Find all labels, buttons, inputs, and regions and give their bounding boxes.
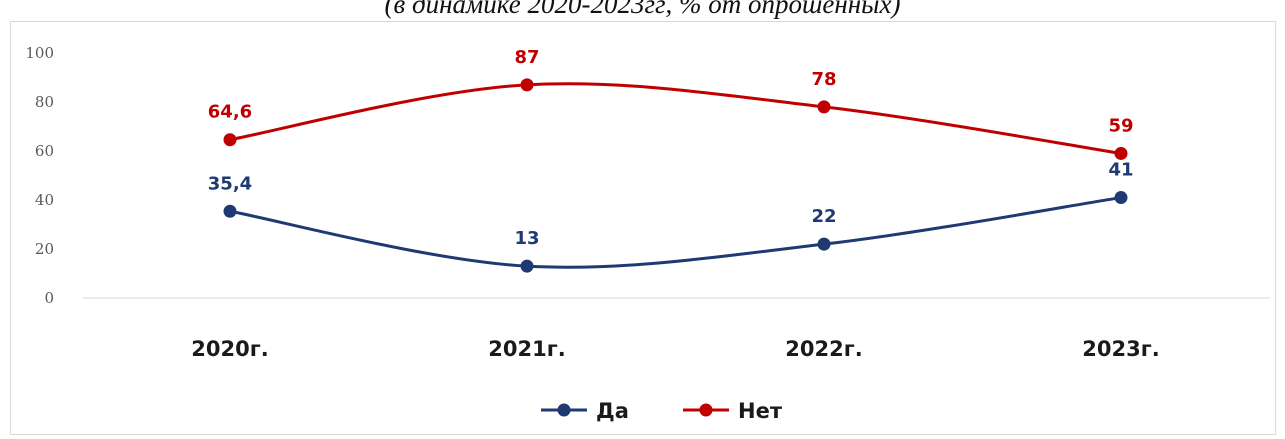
chart-caption: (в динамике 2020-2023гг, % от опрошенных… xyxy=(384,0,901,19)
legend-label: Нет xyxy=(738,399,783,423)
legend-label: Да xyxy=(596,399,629,423)
data-label: 41 xyxy=(1108,160,1133,181)
data-point xyxy=(520,78,534,92)
x-tick-label: 2022г. xyxy=(785,337,862,361)
y-tick-label: 40 xyxy=(35,191,54,209)
data-point xyxy=(817,237,831,251)
data-label: 64,6 xyxy=(208,102,252,123)
legend-marker xyxy=(699,403,713,417)
x-tick-label: 2020г. xyxy=(191,337,268,361)
data-label: 22 xyxy=(811,206,836,227)
y-tick-label: 20 xyxy=(35,240,54,258)
x-tick-label: 2023г. xyxy=(1082,337,1159,361)
data-point xyxy=(223,133,237,147)
data-label: 78 xyxy=(811,69,836,90)
y-tick-label: 80 xyxy=(35,93,54,111)
data-point xyxy=(520,259,534,273)
chart-frame xyxy=(10,21,1276,435)
data-label: 87 xyxy=(514,47,539,68)
x-tick-label: 2021г. xyxy=(488,337,565,361)
data-label: 59 xyxy=(1108,115,1133,136)
legend-marker xyxy=(557,403,571,417)
series-line-da xyxy=(228,196,1123,269)
y-tick-label: 60 xyxy=(35,142,54,160)
data-point xyxy=(817,100,831,114)
data-label: 35,4 xyxy=(208,173,252,194)
data-label: 13 xyxy=(514,228,539,249)
series-line-net xyxy=(228,82,1123,155)
data-point xyxy=(223,204,237,218)
data-point xyxy=(1114,191,1128,205)
data-point xyxy=(1114,146,1128,160)
y-tick-label: 0 xyxy=(44,289,54,307)
y-tick-label: 100 xyxy=(25,44,54,62)
